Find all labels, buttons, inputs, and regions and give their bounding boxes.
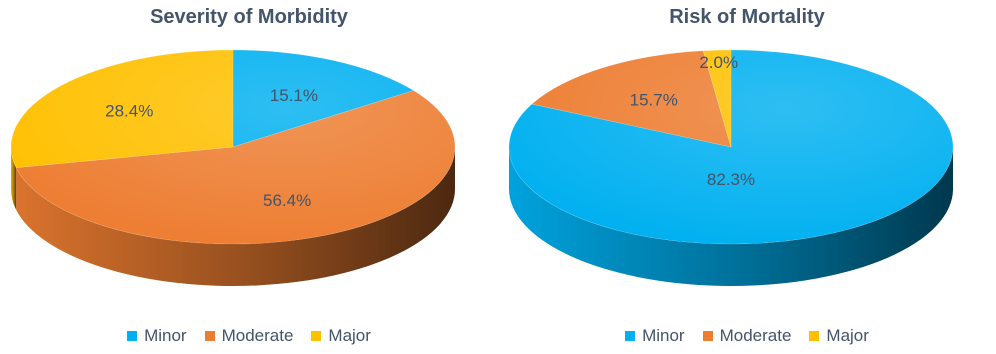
pie-top-faces <box>508 49 954 245</box>
chart-title: Severity of Morbidity <box>150 6 348 28</box>
legend-item-major: Major <box>311 326 371 346</box>
legend-swatch-major <box>311 331 322 341</box>
legend-label-minor: Minor <box>144 326 187 345</box>
legend-label-major: Major <box>328 326 371 345</box>
legend-swatch-moderate <box>702 331 713 341</box>
pie-top-faces <box>10 49 456 245</box>
pie-value-label-minor: 82.3% <box>707 170 755 189</box>
pie-value-label-moderate: 56.4% <box>263 191 311 210</box>
pie-side-walls <box>509 147 953 286</box>
legend-item-moderate: Moderate <box>204 326 294 346</box>
legend-swatch-major <box>809 331 820 341</box>
legend-item-minor: Minor <box>127 326 187 346</box>
legend-label-major: Major <box>826 326 869 345</box>
mortality-chart-panel: Risk of Mortality 82.3% 15.7% 2.0% Minor M… <box>498 0 996 354</box>
pie-value-label-major: 28.4% <box>105 102 153 121</box>
severity-chart-panel: Severity of Morbidity 15.1% 56.4% 28.4% Mi… <box>0 6 498 346</box>
pie-chart: 82.3% 15.7% 2.0% <box>508 49 954 286</box>
pie-chart: 15.1% 56.4% 28.4% <box>10 49 456 287</box>
pie-side-moderate <box>16 147 456 287</box>
legend-swatch-moderate <box>204 331 215 341</box>
chart-legend: Minor Moderate Major <box>0 326 498 346</box>
pie-value-labels: 15.1% 56.4% 28.4% <box>105 86 318 210</box>
chart-title: Risk of Mortality <box>669 6 825 28</box>
legend-item-minor: Minor <box>625 326 685 346</box>
legend-swatch-minor <box>625 331 636 341</box>
chart-legend: Minor Moderate Major <box>498 326 996 346</box>
pie-value-label-minor: 15.1% <box>270 86 318 105</box>
legend-item-major: Major <box>809 326 869 346</box>
pie-side-minor <box>509 147 953 286</box>
legend-label-moderate: Moderate <box>719 326 792 345</box>
pie-value-labels: 82.3% 15.7% 2.0% <box>630 53 755 189</box>
legend-item-moderate: Moderate <box>702 326 792 346</box>
pie-value-label-moderate: 15.7% <box>630 91 678 110</box>
pie-value-label-major: 2.0% <box>699 53 738 72</box>
legend-label-minor: Minor <box>642 326 685 345</box>
legend-label-moderate: Moderate <box>221 326 294 345</box>
legend-swatch-minor <box>127 331 138 341</box>
